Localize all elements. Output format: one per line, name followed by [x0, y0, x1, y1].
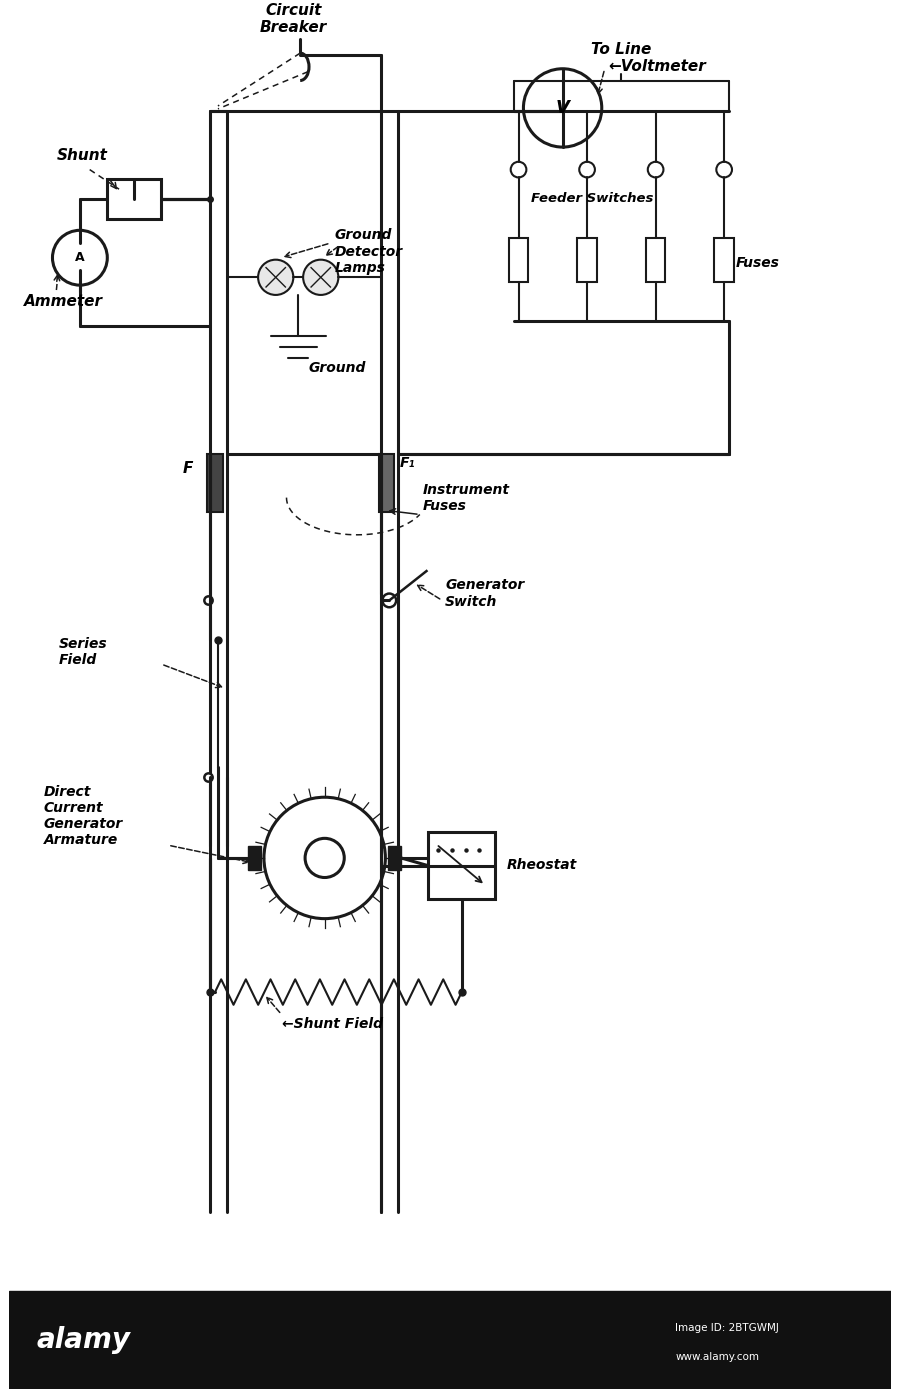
Text: alamy: alamy: [37, 1326, 130, 1354]
Bar: [577, 238, 597, 282]
Text: Ground
Detector
Lamps: Ground Detector Lamps: [335, 228, 402, 275]
Text: Fuses: Fuses: [736, 256, 779, 270]
Text: Generator
Switch: Generator Switch: [446, 578, 525, 609]
Bar: [646, 238, 665, 282]
Text: www.alamy.com: www.alamy.com: [675, 1352, 760, 1362]
Circle shape: [258, 260, 293, 295]
Bar: [9, 1291, 891, 1389]
Circle shape: [303, 260, 338, 295]
Circle shape: [264, 798, 385, 919]
Text: Rheostat: Rheostat: [507, 858, 577, 872]
Text: ←Voltmeter: ←Voltmeter: [608, 60, 707, 74]
Text: Direct
Current
Generator
Armature: Direct Current Generator Armature: [44, 784, 123, 847]
Text: Image ID: 2BTGWMJ: Image ID: 2BTGWMJ: [675, 1323, 779, 1333]
Text: Circuit
Breaker: Circuit Breaker: [260, 3, 327, 36]
Bar: [248, 847, 261, 870]
Text: Feeder Switches: Feeder Switches: [531, 192, 653, 206]
Bar: [207, 453, 223, 513]
Text: A: A: [75, 252, 85, 264]
Circle shape: [524, 68, 602, 147]
Circle shape: [52, 231, 107, 285]
Bar: [379, 453, 394, 513]
Bar: [428, 833, 495, 899]
Text: Shunt: Shunt: [57, 147, 107, 163]
Bar: [508, 238, 528, 282]
Text: F: F: [183, 460, 194, 475]
Bar: [107, 179, 161, 218]
Text: Series
Field: Series Field: [58, 637, 107, 667]
Text: Ammeter: Ammeter: [24, 293, 104, 309]
Text: Ground: Ground: [308, 361, 365, 375]
Bar: [715, 238, 733, 282]
Text: F₁: F₁: [400, 456, 416, 470]
Text: Instrument
Fuses: Instrument Fuses: [423, 482, 509, 513]
Text: ←Shunt Field: ←Shunt Field: [282, 1017, 382, 1031]
Circle shape: [305, 838, 345, 877]
Text: V: V: [555, 99, 570, 117]
Bar: [388, 847, 401, 870]
Text: To Line: To Line: [591, 42, 652, 57]
